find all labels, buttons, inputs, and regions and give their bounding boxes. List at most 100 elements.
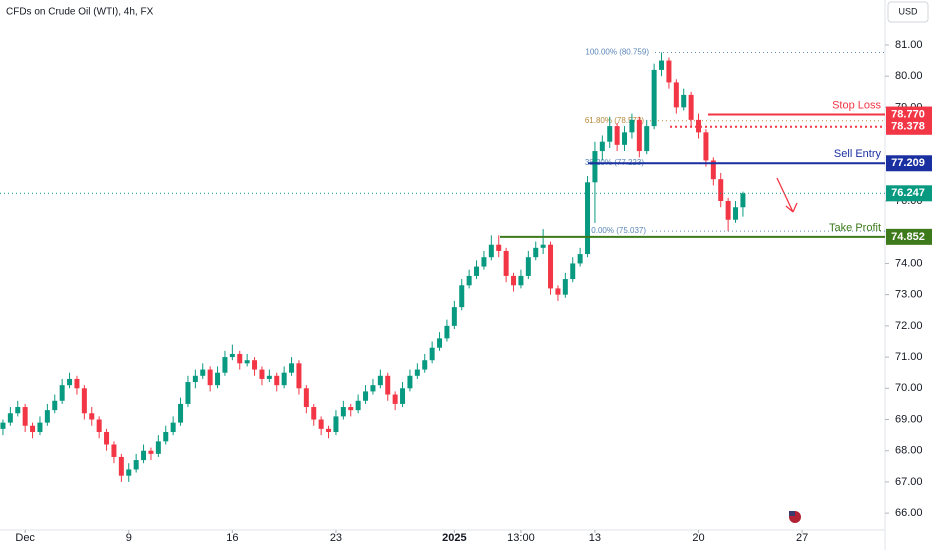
price-box: [886, 228, 932, 245]
y-tick-label: 74.00: [895, 257, 923, 269]
candle-body: [141, 450, 147, 461]
candle-body: [348, 407, 354, 411]
candle-body: [318, 419, 324, 429]
candle-body: [244, 360, 250, 364]
candle-body: [44, 410, 50, 423]
candle-body: [81, 388, 87, 414]
candle-body: [222, 357, 228, 373]
candle-body: [252, 360, 258, 370]
x-tick-label: 23: [330, 532, 342, 544]
candle-body: [488, 244, 494, 258]
x-tick-label: 20: [692, 532, 704, 544]
candle-body: [407, 375, 413, 389]
currency-button[interactable]: [887, 1, 929, 23]
candle-body: [614, 126, 620, 145]
candle-body: [289, 363, 295, 373]
candle-body: [636, 119, 642, 152]
arrow: [776, 177, 798, 213]
y-tick-label: 66.00: [895, 507, 923, 519]
candle-body: [548, 244, 554, 289]
x-tick-label: 9: [126, 532, 132, 544]
candle-body: [740, 193, 746, 208]
candle-body: [496, 244, 502, 251]
level-name: Take Profit: [829, 222, 881, 234]
candle-body: [503, 250, 509, 276]
candle-body: [311, 407, 317, 420]
candle-body: [89, 413, 95, 420]
candle-body: [104, 431, 110, 445]
price-box: [886, 155, 932, 172]
candle-body: [703, 132, 709, 161]
candle-body: [459, 285, 465, 308]
candle-body: [599, 141, 605, 152]
candle-body: [474, 266, 480, 276]
candle-body: [326, 428, 332, 432]
candle-body: [74, 378, 80, 389]
candle-body: [215, 372, 221, 386]
candle-body: [659, 60, 665, 70]
price-box-label: 76.247: [891, 187, 925, 199]
candle-body: [118, 456, 124, 476]
candle-body: [585, 182, 591, 255]
candle-body: [555, 288, 561, 295]
candle-body: [30, 425, 36, 432]
candle-body: [540, 244, 546, 248]
candle-body: [192, 375, 198, 383]
x-tick-label: 13: [589, 532, 601, 544]
candle-body: [651, 69, 657, 127]
candle-body: [607, 126, 613, 142]
candle-body: [400, 388, 406, 404]
candle-body: [340, 407, 346, 417]
candle-body: [533, 247, 539, 258]
candle-body: [170, 422, 176, 432]
candle-body: [392, 394, 398, 404]
candle-body: [570, 263, 576, 280]
level-name: Stop Loss: [832, 99, 881, 111]
candle-body: [237, 353, 243, 364]
candle-body: [525, 257, 531, 276]
candle-body: [577, 254, 583, 264]
candle-body: [96, 419, 102, 432]
fib-label: 0.00% (75.037): [591, 226, 646, 235]
candle-body: [274, 375, 280, 386]
candle-body: [673, 82, 679, 108]
candle-body: [451, 307, 457, 326]
x-tick-label: 13:00: [507, 532, 535, 544]
candle-body: [259, 369, 265, 379]
candle-body: [681, 94, 687, 108]
candle-body: [688, 94, 694, 120]
level-name: Sell Entry: [834, 148, 882, 160]
candle-body: [511, 275, 517, 286]
candle-body: [111, 444, 117, 457]
candle-body: [562, 279, 568, 295]
y-tick-label: 68.00: [895, 445, 923, 457]
y-tick-label: 70.00: [895, 382, 923, 394]
candle-body: [126, 469, 132, 476]
candle-body: [644, 126, 650, 152]
candle-body: [281, 372, 287, 386]
candle-body: [67, 378, 73, 386]
candle-body: [59, 385, 65, 401]
candle-body: [733, 207, 739, 220]
candle-body: [629, 119, 635, 133]
candle-body: [363, 391, 369, 401]
fib-label: 61.80% (78.573): [585, 116, 644, 125]
y-tick-label: 80.00: [895, 70, 923, 82]
currency-label[interactable]: USD: [898, 6, 918, 16]
candle-body: [22, 407, 28, 426]
candle-body: [296, 363, 302, 389]
candle-body: [385, 375, 391, 395]
y-tick-label: 73.00: [895, 289, 923, 301]
candle-body: [437, 338, 443, 348]
candle-body: [52, 400, 58, 411]
candle-body: [185, 382, 191, 404]
price-box: [886, 185, 932, 202]
candle-body: [481, 257, 487, 267]
candle-body: [592, 151, 598, 183]
candle-body: [15, 407, 21, 414]
candle-body: [429, 347, 435, 361]
x-tick-label: 27: [796, 532, 808, 544]
chart-title: CFDs on Crude Oil (WTI), 4h, FX: [6, 7, 154, 18]
candle-body: [266, 375, 272, 379]
